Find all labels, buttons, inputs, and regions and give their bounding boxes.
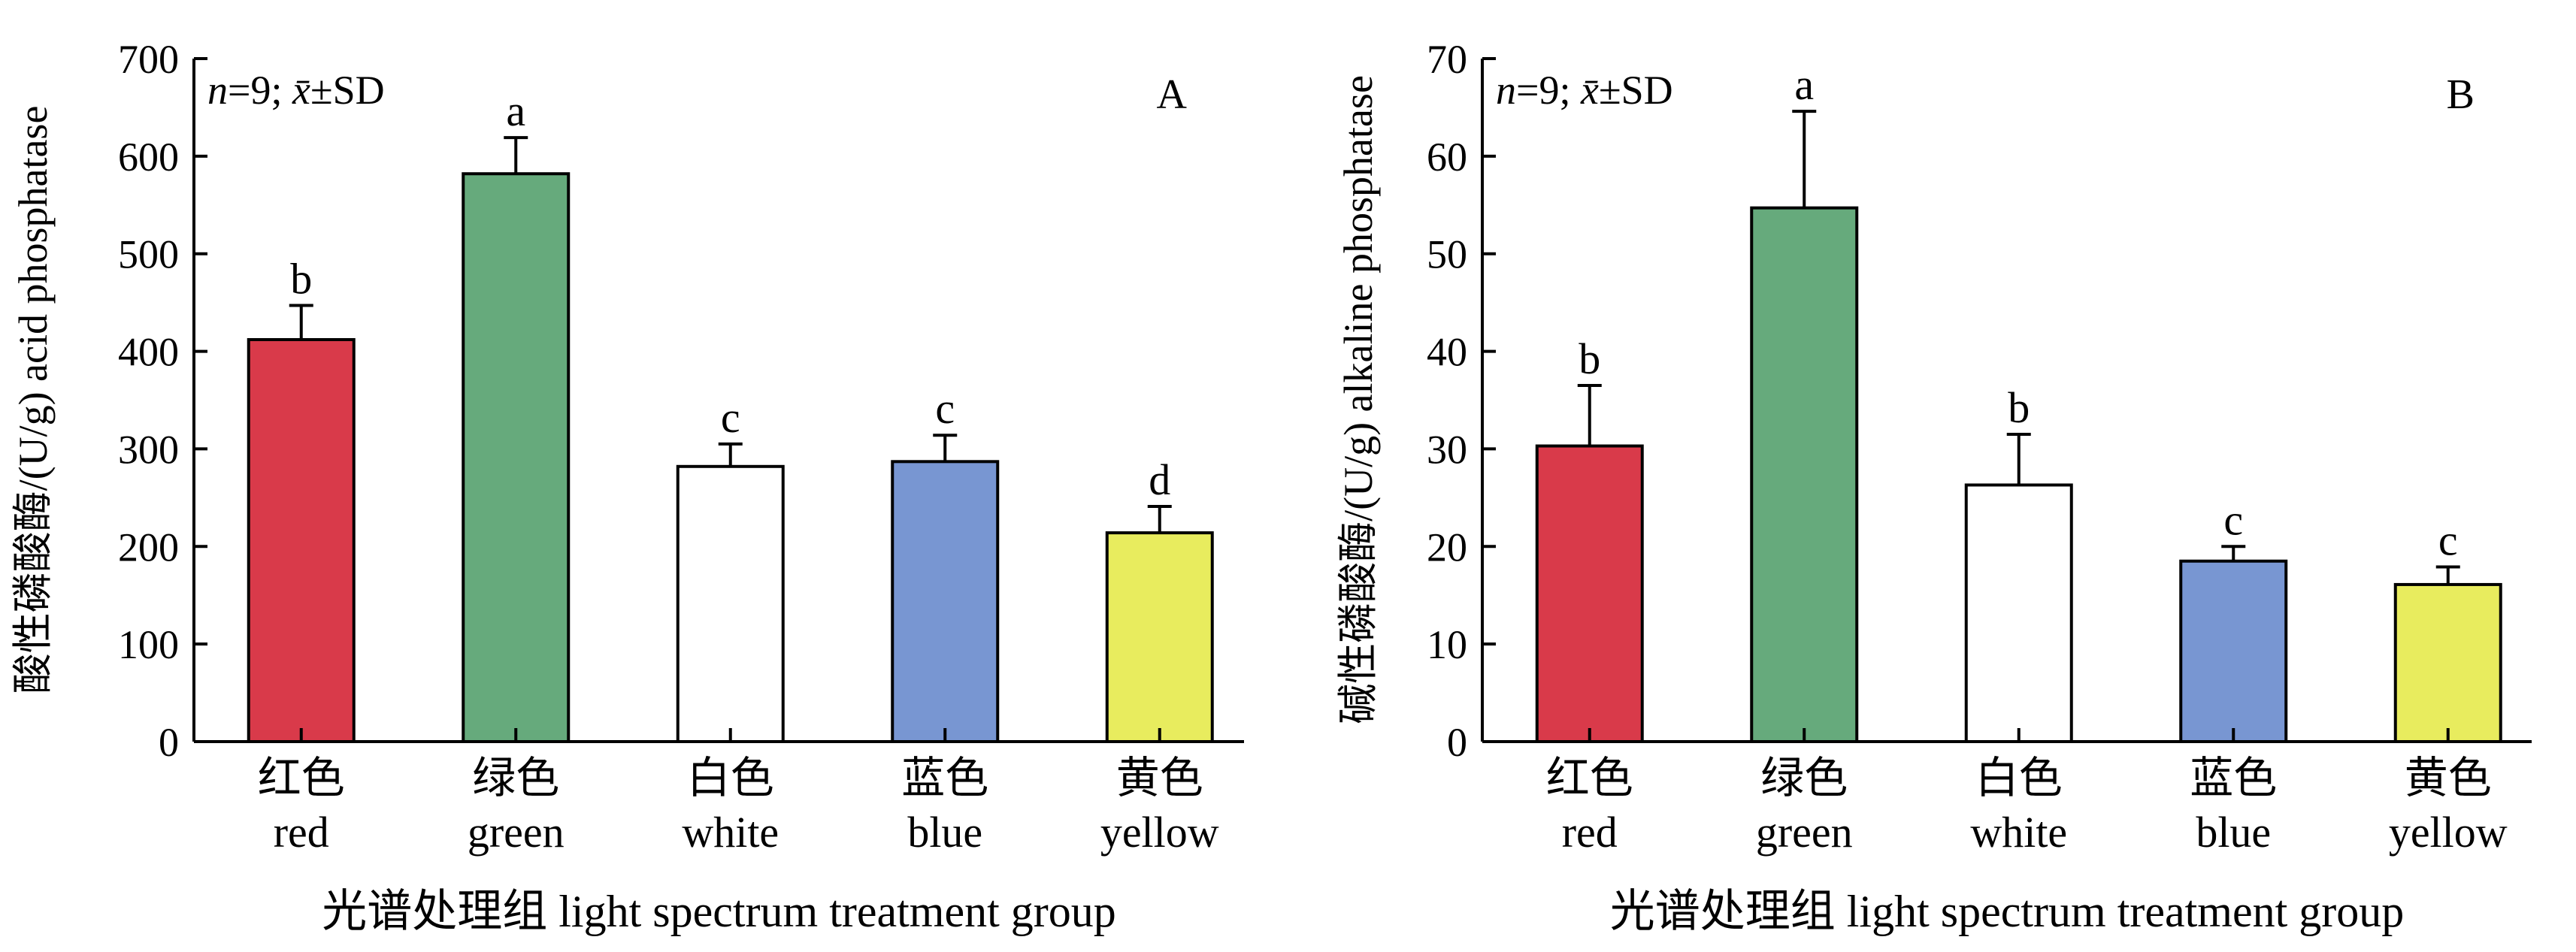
annotation-mean: x̄ (1580, 68, 1599, 113)
annotation-n: n (207, 68, 228, 113)
significance-letter: c (2223, 495, 2243, 544)
sample-annotation: n=9; x̄±SD (1496, 68, 1673, 113)
y-tick-label: 70 (1427, 37, 1467, 82)
annotation-count: =9; (228, 68, 292, 113)
bar-white (1964, 483, 2073, 743)
category-label-zh: 红色 (1546, 754, 1633, 802)
y-tick-label: 700 (118, 37, 179, 82)
x-axis-label: 光谱处理组 light spectrum treatment group (322, 887, 1115, 936)
category-label-zh: 黄色 (1116, 754, 1203, 802)
y-tick-label: 30 (1427, 427, 1467, 472)
chart-panel-b: 0 10 20 30 40 50 60 70 碱性磷酸酶/(U/g) alkaline phos… (1336, 37, 2532, 936)
x-axis-label: 光谱处理组 light spectrum treatment group (1610, 887, 2404, 936)
panel-label: B (2447, 71, 2475, 118)
y-tick-label: 600 (118, 134, 179, 180)
y-axis-label: 酸性磷酸酶/(U/g) acid phosphatase (11, 106, 56, 694)
y-tick-label: 20 (1427, 524, 1467, 570)
bar-red (247, 337, 356, 743)
bar-blue (891, 460, 1000, 743)
significance-letter: c (935, 384, 955, 433)
category-label-zh: 蓝色 (901, 754, 988, 802)
category-label-en: red (1562, 808, 1618, 857)
y-axis-label: 碱性磷酸酶/(U/g) alkaline phosphatase (1336, 75, 1381, 724)
bar-white (676, 464, 785, 743)
y-tick-label: 40 (1427, 330, 1467, 375)
bar-green (462, 172, 571, 743)
category-label-en: blue (2196, 808, 2271, 857)
bar-red (1535, 444, 1644, 743)
y-tick-label: 50 (1427, 232, 1467, 277)
y-tick-label: 0 (159, 720, 179, 765)
bar-green (1750, 206, 1859, 743)
y-tick-label: 10 (1427, 622, 1467, 667)
y-tick-label: 0 (1447, 720, 1467, 765)
significance-letter: d (1149, 455, 1170, 504)
category-label-zh: 白色 (1975, 754, 2063, 802)
category-label-zh: 白色 (687, 754, 774, 802)
category-label-en: white (1970, 808, 2067, 857)
y-tick-label: 200 (118, 524, 179, 570)
category-label-en: green (468, 808, 565, 857)
category-label-en: red (274, 808, 329, 857)
category-label-zh: 绿色 (1760, 754, 1848, 802)
bar-yellow (2393, 582, 2502, 743)
significance-letter: c (2438, 516, 2458, 565)
significance-letter: b (2008, 383, 2030, 432)
annotation-count: =9; (1516, 68, 1581, 113)
significance-letter: b (290, 255, 312, 304)
significance-letter: a (506, 86, 525, 135)
category-label-en: white (682, 808, 779, 857)
annotation-sd: ±SD (310, 68, 385, 113)
panel-label: A (1157, 71, 1188, 118)
sample-annotation: n=9; x̄±SD (207, 68, 385, 113)
annotation-sd: ±SD (1599, 68, 1673, 113)
category-label-zh: 绿色 (472, 754, 559, 802)
category-label-en: yellow (1100, 808, 1219, 857)
category-label-en: blue (907, 808, 982, 857)
y-tick-label: 100 (118, 622, 179, 667)
annotation-n: n (1496, 68, 1516, 113)
category-label-zh: 黄色 (2405, 754, 2492, 802)
y-tick-label: 60 (1427, 134, 1467, 180)
y-tick-label: 500 (118, 232, 179, 277)
significance-letter: a (1794, 60, 1814, 109)
significance-letter: b (1579, 334, 1600, 383)
category-label-en: yellow (2389, 808, 2508, 857)
chart-panel-a: 0 100 200 300 400 500 600 700 酸性磷酸酶/(U/g) acid p… (11, 37, 1244, 936)
annotation-mean: x̄ (292, 68, 310, 113)
category-label-zh: 蓝色 (2190, 754, 2277, 802)
category-label-zh: 红色 (258, 754, 345, 802)
significance-letter: c (721, 393, 740, 442)
y-tick-label: 400 (118, 330, 179, 375)
bar-yellow (1105, 531, 1214, 743)
category-label-en: green (1756, 808, 1853, 857)
bar-blue (2179, 559, 2288, 743)
y-tick-label: 300 (118, 427, 179, 472)
